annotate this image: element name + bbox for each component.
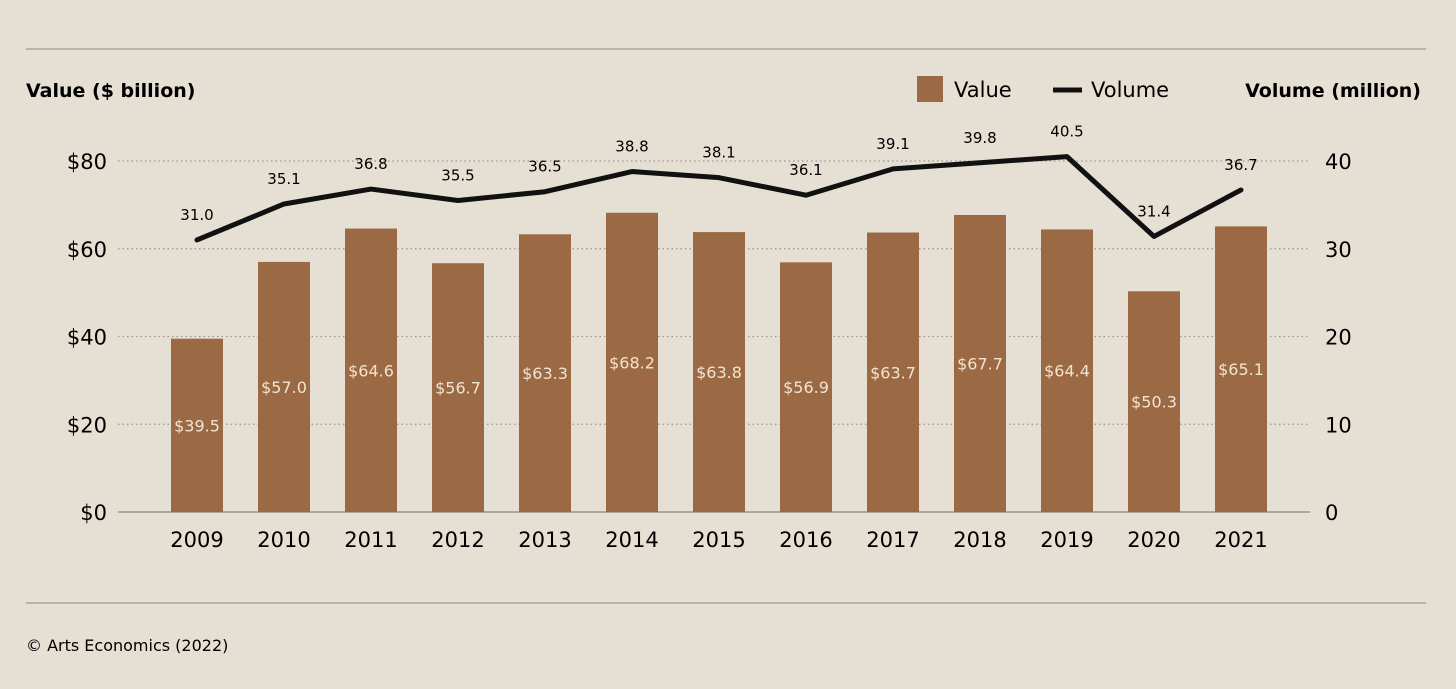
volume-point-label: 38.1 — [702, 144, 735, 162]
right-tick-label: 0 — [1325, 501, 1338, 525]
volume-point-label: 31.0 — [180, 206, 213, 224]
value-bar-label: $56.9 — [783, 378, 829, 397]
value-bar-label: $63.3 — [522, 364, 568, 383]
value-bar-label: $63.7 — [870, 363, 916, 382]
value-bar-label: $68.2 — [609, 353, 655, 372]
value-bar — [1041, 229, 1093, 512]
volume-point-label: 36.7 — [1224, 156, 1257, 174]
value-bar — [345, 228, 397, 512]
volume-point-label: 35.5 — [441, 166, 474, 184]
value-bar — [432, 263, 484, 512]
legend: Value Volume — [917, 76, 1169, 102]
volume-point-label: 36.1 — [789, 161, 822, 179]
left-tick-label: $60 — [67, 238, 107, 262]
value-bar — [1128, 291, 1180, 512]
value-bar-label: $67.7 — [957, 354, 1003, 373]
left-tick-label: $20 — [67, 413, 107, 437]
right-axis-ticks: 0 10 20 30 40 — [1325, 150, 1352, 525]
value-bar — [693, 232, 745, 512]
volume-point-label: 36.5 — [528, 158, 561, 176]
value-bar-label: $39.5 — [174, 416, 220, 435]
volume-point-label: 36.8 — [354, 155, 387, 173]
volume-point-label: 38.8 — [615, 138, 648, 156]
value-bar-label: $64.4 — [1044, 362, 1090, 381]
volume-point-label: 40.5 — [1050, 123, 1083, 141]
x-tick-label: 2013 — [518, 528, 571, 552]
x-tick-label: 2015 — [692, 528, 745, 552]
volume-point-label: 31.4 — [1137, 202, 1170, 220]
x-tick-label: 2014 — [605, 528, 658, 552]
value-bar-label: $63.8 — [696, 363, 742, 382]
right-tick-label: 40 — [1325, 150, 1352, 174]
value-bars: $39.5 $57.0 $64.6 $56.7 $63.3 $68.2 $63.8 $56.9… — [171, 212, 1267, 513]
value-bar — [780, 262, 832, 512]
right-axis-title: Volume (million) — [1245, 80, 1421, 102]
source-note: © Arts Economics (2022) — [26, 636, 228, 655]
value-bar-label: $56.7 — [435, 379, 481, 398]
x-axis-ticks: 2009 2010 2011 2012 2013 2014 2015 2016 2017 2018… — [170, 528, 1267, 552]
x-tick-label: 2021 — [1214, 528, 1267, 552]
value-bar — [954, 214, 1006, 512]
value-bar — [171, 338, 223, 512]
value-bar-label: $64.6 — [348, 361, 394, 380]
x-tick-label: 2018 — [953, 528, 1006, 552]
right-tick-label: 20 — [1325, 326, 1352, 350]
left-tick-label: $40 — [67, 326, 107, 350]
x-tick-label: 2020 — [1127, 528, 1180, 552]
x-tick-label: 2009 — [170, 528, 223, 552]
value-bar — [606, 212, 658, 512]
left-tick-label: $0 — [80, 501, 107, 525]
value-bar-label: $57.0 — [261, 378, 307, 397]
value-bar — [258, 261, 310, 512]
x-tick-label: 2011 — [344, 528, 397, 552]
legend-value-label: Value — [954, 78, 1012, 102]
left-axis-ticks: $0 $20 $40 $60 $80 — [67, 150, 107, 525]
x-tick-label: 2019 — [1040, 528, 1093, 552]
value-bar — [867, 232, 919, 513]
right-tick-label: 30 — [1325, 238, 1352, 262]
value-bar-label: $65.1 — [1218, 360, 1264, 379]
volume-line — [194, 154, 1244, 243]
x-tick-label: 2010 — [257, 528, 310, 552]
volume-point-label: 39.8 — [963, 129, 996, 147]
legend-value-swatch — [917, 76, 943, 102]
legend-volume-label: Volume — [1091, 78, 1169, 102]
volume-series: 31.0 35.1 36.8 35.5 36.5 38.8 38.1 36.1 39.1 39.8… — [180, 123, 1258, 243]
x-tick-label: 2017 — [866, 528, 919, 552]
left-axis-title: Value ($ billion) — [26, 80, 195, 102]
value-bar-label: $50.3 — [1131, 393, 1177, 412]
value-bar — [1215, 226, 1267, 512]
left-tick-label: $80 — [67, 150, 107, 174]
x-tick-label: 2012 — [431, 528, 484, 552]
volume-point-label: 39.1 — [876, 135, 909, 153]
value-bar — [519, 234, 571, 513]
volume-point-label: 35.1 — [267, 170, 300, 188]
right-tick-label: 10 — [1325, 413, 1352, 437]
x-tick-label: 2016 — [779, 528, 832, 552]
